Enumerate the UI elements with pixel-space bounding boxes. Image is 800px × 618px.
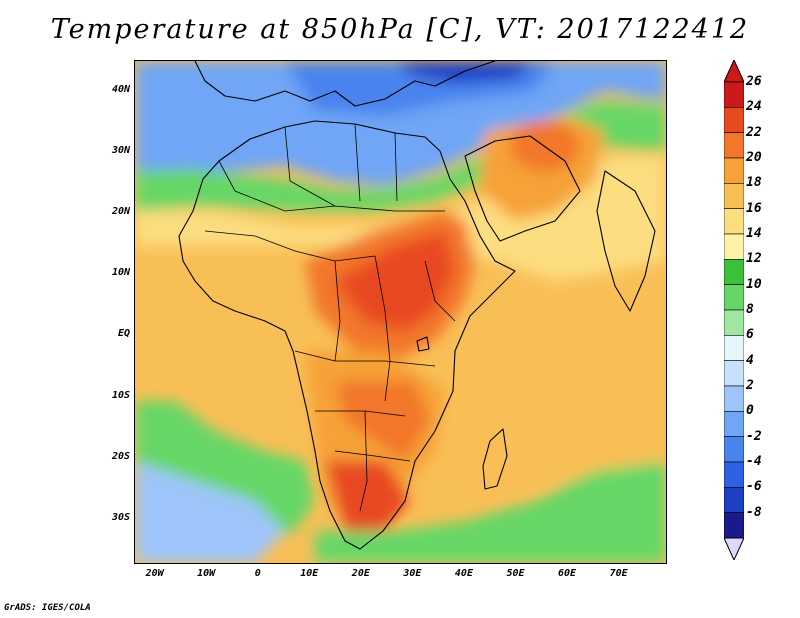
colorbar-tick-label: 14 xyxy=(746,226,762,241)
colorbar-tick-label: 8 xyxy=(746,302,754,317)
border-libya-west xyxy=(354,123,361,202)
colorbar-tick-label: 0 xyxy=(746,403,754,419)
border-southern-2 xyxy=(334,450,411,462)
border-horn xyxy=(424,260,456,322)
lon-tick-label: 40E xyxy=(454,568,473,579)
field-south-central-hot xyxy=(335,381,430,461)
temperature-map xyxy=(134,60,667,564)
lat-tick-label: EQ xyxy=(117,328,130,340)
colorbar-tick-label: 20 xyxy=(746,150,762,165)
lon-tick-label: 20W xyxy=(145,568,164,579)
coastline-europe xyxy=(194,61,496,107)
colorbar-tick-label: 6 xyxy=(746,327,754,343)
field-south-africa-hot xyxy=(325,461,410,536)
coastline-arabia xyxy=(464,135,581,242)
lake-victoria xyxy=(416,336,430,352)
colorbar xyxy=(724,60,744,560)
colorbar-bin xyxy=(724,360,744,387)
field-south-atlantic-blue xyxy=(135,461,285,563)
colorbar-bin xyxy=(724,183,744,209)
colorbar-bin xyxy=(724,487,744,513)
colorbar-tick-label: -2 xyxy=(746,428,762,444)
lat-tick-label: 30N xyxy=(111,144,130,156)
colorbar-tick-label: 26 xyxy=(746,74,762,89)
colorbar-bin xyxy=(724,385,744,412)
border-southern-3 xyxy=(359,410,368,512)
border-central-1 xyxy=(334,260,341,362)
lat-tick-label: 10S xyxy=(111,389,130,401)
lon-tick-label: 0 xyxy=(254,568,261,579)
coastline-india xyxy=(596,170,656,312)
colorbar-bin xyxy=(724,107,744,133)
coastline-africa xyxy=(178,120,516,550)
lat-tick-label: 30S xyxy=(111,512,130,524)
field-east-africa-hot xyxy=(335,231,455,331)
grads-credit: GrADS: IGES/COLA xyxy=(4,603,91,613)
colorbar-bin xyxy=(724,309,744,336)
country-borders xyxy=(204,123,456,512)
field-coldest-north xyxy=(395,61,535,83)
colorbar-tick-label: 10 xyxy=(746,276,762,292)
lat-tick-label: 10N xyxy=(111,267,130,279)
coastlines xyxy=(178,61,656,550)
colorbar-bin xyxy=(724,461,744,488)
lat-tick-label: 20S xyxy=(111,450,130,462)
colorbar-min-triangle xyxy=(724,537,744,560)
map-canvas xyxy=(135,61,666,563)
border-algeria xyxy=(284,126,336,207)
border-sahara-line xyxy=(218,160,445,212)
colorbar-tick-label: 2 xyxy=(746,378,754,393)
lon-tick-label: 10E xyxy=(300,568,319,579)
field-indian-ocean xyxy=(465,281,666,491)
coastline-madagascar xyxy=(482,428,508,490)
colorbar-bin xyxy=(724,411,744,437)
colorbar-bin xyxy=(724,157,744,184)
colorbar-bin xyxy=(724,208,744,235)
border-central-2 xyxy=(374,255,391,402)
lon-tick-label: 50E xyxy=(506,568,525,579)
colorbar-bin xyxy=(724,512,744,539)
field-arabia-hot xyxy=(510,121,580,171)
colorbar-tick-label: 22 xyxy=(746,124,762,140)
lon-tick-label: 60E xyxy=(558,568,577,579)
lon-tick-label: 10W xyxy=(197,568,216,579)
lat-tick-label: 40N xyxy=(111,83,130,95)
colorbar-tick-label: -4 xyxy=(746,454,762,469)
colorbar-bin xyxy=(724,132,744,159)
border-sahel xyxy=(204,230,376,262)
colorbar-tick-label: 18 xyxy=(746,175,762,191)
colorbar-tick-label: -8 xyxy=(746,504,762,520)
colorbar-bin xyxy=(724,259,744,285)
lon-tick-label: 30E xyxy=(403,568,422,579)
colorbar-bin xyxy=(724,81,744,108)
colorbar-max-triangle xyxy=(724,60,744,83)
colorbar-bin xyxy=(724,335,744,361)
map-title: Temperature at 850hPa [C], VT: 201712241… xyxy=(50,14,750,45)
border-central-3 xyxy=(294,350,436,367)
colorbar-tick-label: 24 xyxy=(746,99,762,115)
lon-tick-label: 70E xyxy=(609,568,628,579)
colorbar-bin xyxy=(724,436,744,463)
colorbar-bin xyxy=(724,233,744,260)
colorbar-tick-label: 16 xyxy=(746,200,762,216)
colorbar-tick-label: 12 xyxy=(746,251,762,267)
colorbar-bin xyxy=(724,284,744,311)
colorbar-tick-label: 4 xyxy=(746,352,754,368)
colorbar-tick-label: -6 xyxy=(746,479,762,495)
field-southern-ocean-green xyxy=(315,461,666,563)
lat-tick-label: 20N xyxy=(111,206,130,218)
lon-tick-label: 20E xyxy=(351,568,370,579)
border-libya-east xyxy=(394,132,398,202)
field-cold-north xyxy=(135,61,666,186)
